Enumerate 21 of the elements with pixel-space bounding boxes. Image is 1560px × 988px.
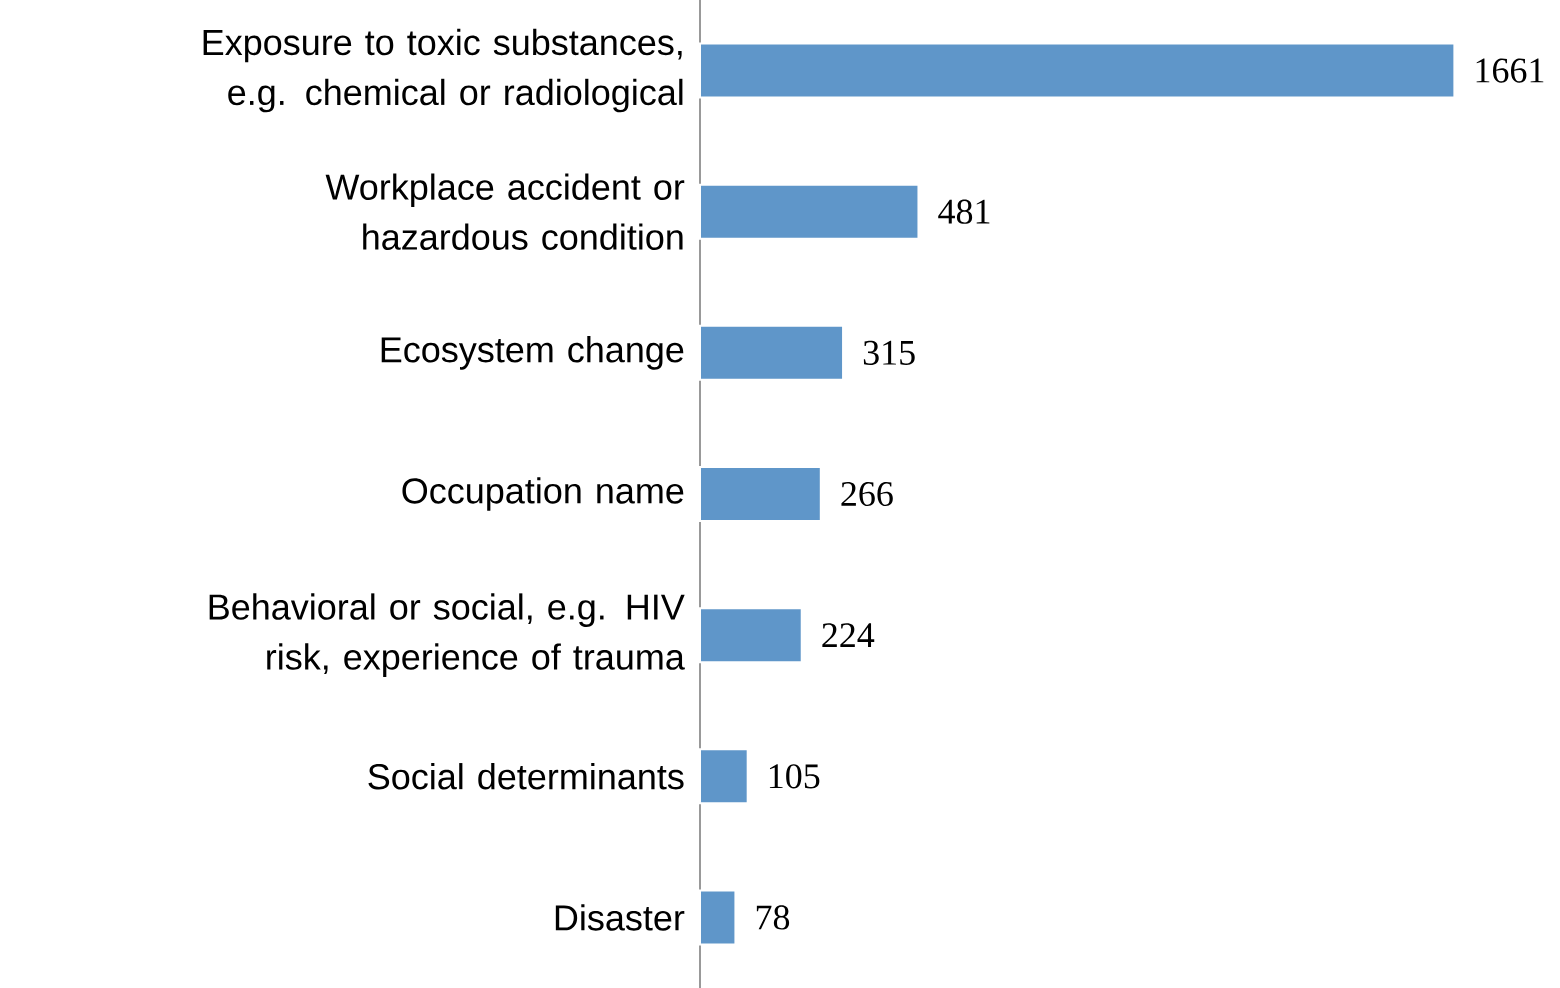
bar	[698, 466, 822, 523]
bar	[698, 607, 803, 664]
y-tick-label: Behavioral or social, e.g. HIV risk, experience of trauma	[209, 593, 685, 677]
bar	[698, 183, 920, 240]
y-tick-label: Social determinants	[368, 763, 684, 790]
y-tick-label: Workplace accident or hazardous condition	[325, 173, 685, 250]
data-label: 315	[863, 340, 915, 365]
data-label: 105	[769, 764, 820, 789]
bar	[698, 748, 749, 805]
y-tick-label: Exposure to toxic substances, e.g. chemical or radiological	[203, 28, 683, 113]
data-label: 224	[822, 623, 875, 648]
y-tick-label: Ecosystem change	[381, 336, 684, 370]
data-label: 266	[841, 481, 893, 507]
bar	[698, 324, 845, 381]
bar	[698, 42, 1456, 99]
data-label: 481	[938, 199, 990, 224]
data-label: 1661	[1476, 58, 1544, 83]
y-tick-label: Occupation name	[402, 477, 684, 511]
bar	[698, 889, 737, 946]
y-tick-label: Disaster	[555, 904, 685, 931]
data-label: 78	[756, 905, 790, 930]
